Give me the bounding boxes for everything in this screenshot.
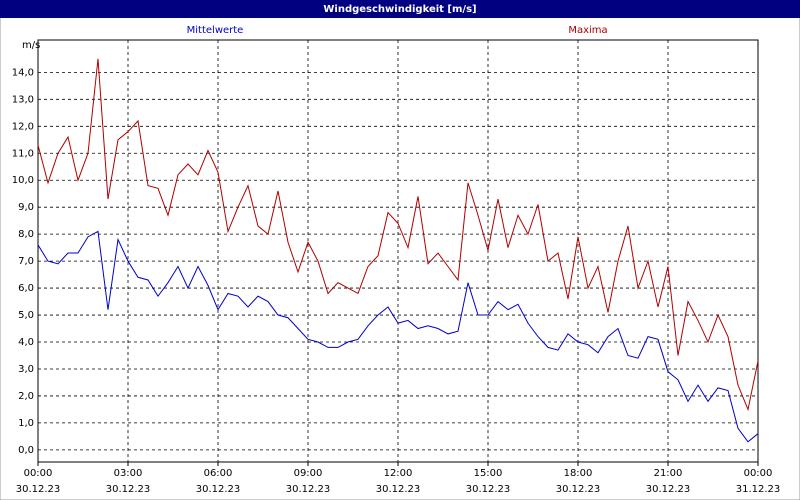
x-tick-date: 31.12.23: [736, 484, 781, 495]
y-tick-label: 10,0: [12, 175, 34, 186]
y-tick-label: 6,0: [18, 283, 34, 294]
x-tick-label: 12:00: [384, 468, 413, 479]
legend-label: Mittelwerte: [187, 25, 244, 36]
x-tick-label: 09:00: [294, 468, 323, 479]
x-tick-date: 30.12.23: [16, 484, 61, 495]
x-tick-date: 30.12.23: [196, 484, 241, 495]
y-tick-label: 14,0: [12, 67, 34, 78]
y-tick-label: 0,0: [18, 445, 34, 456]
y-tick-label: 7,0: [18, 256, 34, 267]
y-tick-label: 13,0: [12, 94, 34, 105]
x-tick-label: 00:00: [24, 468, 53, 479]
x-tick-label: 18:00: [564, 468, 593, 479]
y-tick-label: 1,0: [18, 418, 34, 429]
x-tick-date: 30.12.23: [106, 484, 151, 495]
y-unit: m/s: [22, 40, 40, 51]
y-tick-label: 2,0: [18, 391, 34, 402]
y-tick-label: 12,0: [12, 121, 34, 132]
series-line: [37, 230, 759, 443]
legend-label: Maxima: [568, 25, 607, 36]
y-tick-label: 5,0: [18, 310, 34, 321]
y-tick-label: 4,0: [18, 337, 34, 348]
x-tick-label: 03:00: [114, 468, 143, 479]
x-tick-date: 30.12.23: [286, 484, 331, 495]
y-tick-label: 8,0: [18, 229, 34, 240]
chart-title: Windgeschwindigkeit [m/s]: [323, 4, 476, 15]
y-tick-label: 3,0: [18, 364, 34, 375]
x-tick-date: 30.12.23: [646, 484, 691, 495]
x-tick-label: 15:00: [474, 468, 503, 479]
y-tick-label: 11,0: [12, 148, 34, 159]
x-tick-date: 30.12.23: [466, 484, 511, 495]
x-tick-label: 00:00: [744, 468, 773, 479]
x-tick-label: 06:00: [204, 468, 233, 479]
x-tick-date: 30.12.23: [556, 484, 601, 495]
x-tick-date: 30.12.23: [376, 484, 421, 495]
title-bar: [0, 0, 800, 18]
y-tick-label: 9,0: [18, 202, 34, 213]
series-line: [37, 58, 759, 412]
x-tick-label: 21:00: [654, 468, 683, 479]
